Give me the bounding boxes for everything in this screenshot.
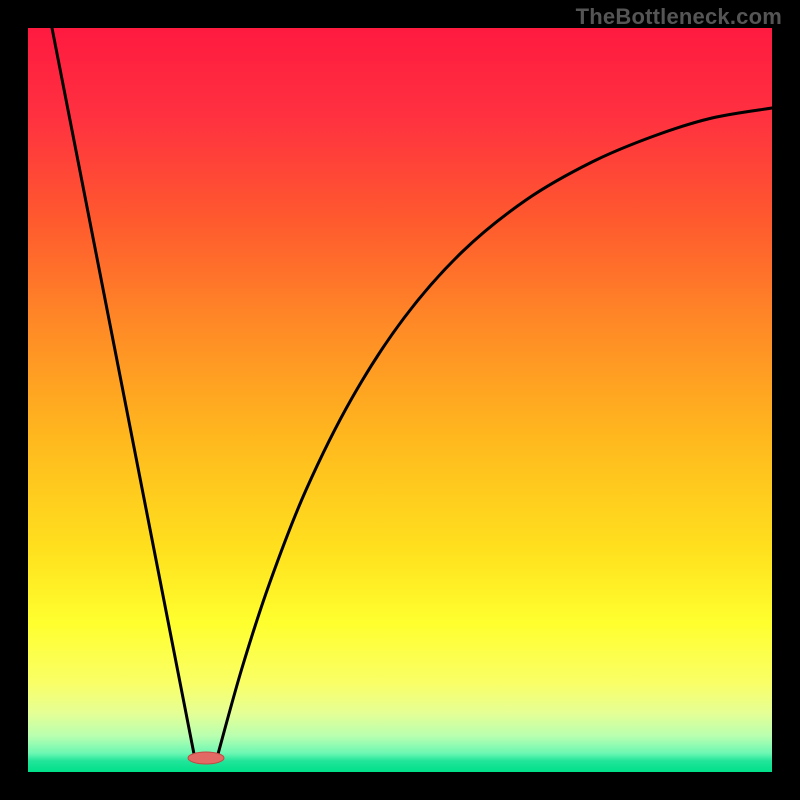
chart-svg — [0, 0, 800, 800]
chart-frame: TheBottleneck.com — [0, 0, 800, 800]
watermark-text: TheBottleneck.com — [576, 4, 782, 30]
plot-background — [28, 28, 772, 772]
minimum-marker — [188, 752, 224, 764]
